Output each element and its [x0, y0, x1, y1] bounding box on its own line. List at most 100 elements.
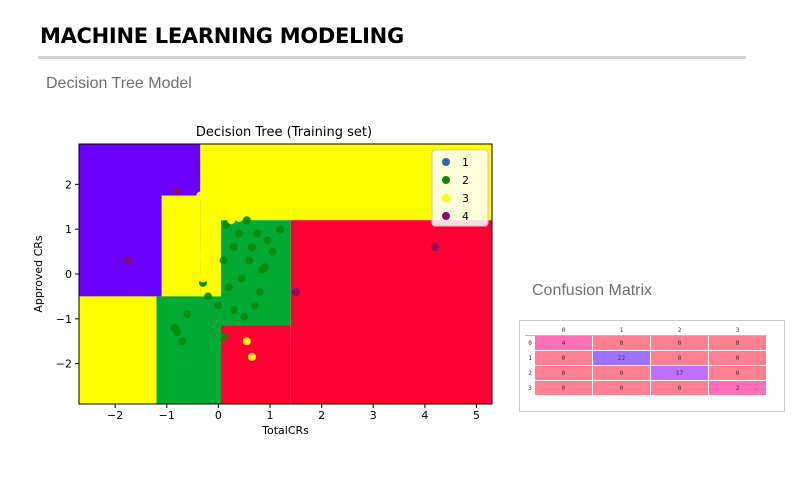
cm-cell: 4	[534, 335, 593, 351]
x-tick-label: −2	[107, 409, 123, 422]
y-tick-label: −1	[56, 313, 72, 326]
cm-row: 2 0 0 17 0	[525, 365, 767, 381]
data-point	[242, 216, 251, 225]
legend-marker	[442, 176, 450, 184]
data-point	[260, 263, 269, 272]
cm-header-row: 0 1 2 3	[525, 324, 767, 336]
x-tick-label: 4	[421, 409, 428, 422]
data-point	[214, 184, 223, 193]
cm-cell: 22	[592, 350, 651, 366]
chart-title: Decision Tree (Training set)	[196, 125, 372, 140]
data-point	[173, 238, 182, 247]
legend-marker	[442, 212, 450, 220]
data-point	[193, 252, 202, 261]
cm-col-header: 1	[592, 324, 651, 336]
data-point	[240, 312, 249, 321]
data-point	[276, 225, 285, 234]
data-point	[183, 261, 192, 270]
data-point	[255, 287, 264, 296]
decision-region	[290, 220, 492, 404]
cm-cell: 2	[708, 380, 767, 396]
data-point	[183, 310, 192, 319]
cm-cell: 0	[534, 365, 593, 381]
data-point	[235, 229, 244, 238]
cm-cell: 0	[650, 380, 709, 396]
cm-cell: 0	[592, 365, 651, 381]
data-point	[247, 352, 256, 361]
y-tick-label: 2	[65, 178, 72, 191]
axis-ticks: −2 −1 0 1 2 3 4 5 −2 −1 0 1 2	[56, 178, 480, 422]
data-point	[268, 247, 277, 256]
cm-cell: 17	[650, 365, 709, 381]
data-point	[214, 301, 223, 310]
legend-label: 3	[462, 192, 469, 205]
data-point	[224, 283, 233, 292]
legend-label: 1	[462, 156, 469, 169]
data-point	[237, 274, 246, 283]
legend-label: 2	[462, 174, 469, 187]
cm-row-header: 2	[525, 365, 535, 381]
cm-row-header: 0	[525, 335, 535, 351]
decision-region	[79, 296, 157, 404]
cm-cell: 0	[592, 335, 651, 351]
data-point	[167, 247, 176, 256]
data-point	[250, 301, 259, 310]
decision-regions	[79, 144, 492, 404]
title-divider	[38, 56, 746, 59]
data-point	[173, 187, 182, 196]
cm-cell: 0	[708, 350, 767, 366]
data-point	[250, 184, 259, 193]
chart-legend: 1 2 3 4	[431, 149, 489, 227]
data-point	[247, 243, 256, 252]
data-point	[263, 236, 272, 245]
cm-cell: 0	[708, 365, 767, 381]
training-points	[124, 184, 440, 361]
cm-row-header: 3	[525, 380, 535, 396]
data-point	[229, 305, 238, 314]
data-point	[198, 274, 207, 283]
cm-cell: 0	[650, 335, 709, 351]
x-tick-label: 1	[267, 409, 274, 422]
data-point	[178, 337, 187, 346]
decision-tree-chart: Decision Tree (Training set) −2 −1 0 1 2 3 4 5−…	[32, 125, 493, 437]
data-point	[170, 323, 179, 332]
data-point	[191, 283, 200, 292]
confusion-matrix-title: Confusion Matrix	[532, 282, 653, 299]
cm-col-header: 2	[650, 324, 709, 336]
y-tick-label: 0	[65, 268, 72, 281]
section-subtitle: Decision Tree Model	[46, 75, 192, 92]
data-point	[253, 229, 262, 238]
cm-corner	[525, 324, 535, 336]
data-point	[222, 220, 231, 229]
data-point	[235, 213, 244, 222]
cm-row: 3 0 0 0 2	[525, 380, 767, 396]
data-point	[245, 256, 254, 265]
cm-cell: 0	[534, 380, 593, 396]
data-point	[219, 332, 228, 341]
data-point	[242, 337, 251, 346]
data-point	[185, 225, 194, 234]
data-point	[124, 256, 133, 265]
legend-box	[431, 149, 489, 227]
data-point	[227, 216, 236, 225]
data-point	[291, 287, 300, 296]
cm-col-header: 3	[708, 324, 767, 336]
legend-label: 4	[462, 210, 469, 223]
data-point	[196, 191, 205, 200]
legend-marker	[442, 194, 450, 202]
decision-region	[220, 325, 291, 404]
data-point	[219, 256, 228, 265]
x-axis-label: TotalCRs	[261, 424, 309, 437]
cm-cell: 0	[650, 350, 709, 366]
x-tick-label: 2	[318, 409, 325, 422]
cm-cell: 0	[592, 380, 651, 396]
y-tick-label: −2	[56, 358, 72, 371]
cm-col-header: 0	[534, 324, 593, 336]
data-point	[229, 243, 238, 252]
y-tick-label: 1	[65, 223, 72, 236]
legend-marker	[442, 158, 450, 166]
data-point	[204, 292, 213, 301]
data-point	[188, 245, 197, 254]
x-tick-label: −1	[159, 409, 175, 422]
page-title: MACHINE LEARNING MODELING	[40, 24, 404, 48]
